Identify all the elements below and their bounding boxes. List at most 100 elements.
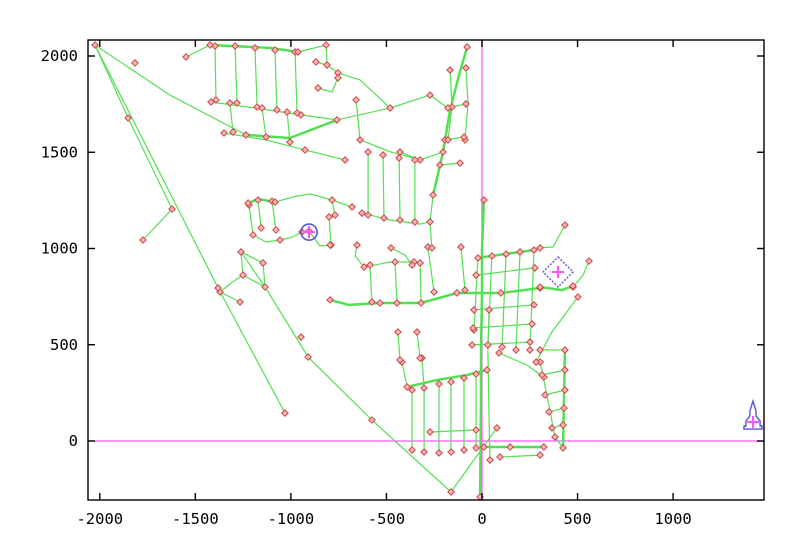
road-segment [240,251,266,288]
road-segment [359,139,421,161]
node-marker [426,91,434,99]
node-marker [236,298,244,306]
node-marker [253,103,261,111]
node-marker [212,95,220,104]
node-marker [333,116,341,124]
node-marker [273,105,281,114]
node-marker [420,448,429,456]
node-marker [408,261,416,269]
x-tick-label: -2000 [76,510,123,528]
node-marker [574,293,582,301]
road-segment [244,118,339,140]
node-marker [462,64,470,72]
node-marker [446,66,454,74]
road-segment [240,251,264,264]
node-marker [271,198,279,207]
node-marker [124,114,132,122]
node-marker [516,248,524,256]
node-marker [408,446,416,454]
node-marker [536,283,545,291]
y-tick-label: 1000 [41,240,78,258]
node-marker [261,283,270,291]
node-marker [364,211,373,219]
node-marker [366,261,374,269]
node-marker [368,298,376,306]
node-marker [502,250,510,258]
node-marker [561,221,569,229]
node-marker [486,456,494,464]
node-marker [328,196,336,204]
node-marker [297,333,305,341]
road-segment [257,199,262,229]
node-marker [353,241,361,249]
node-marker [472,426,480,434]
node-marker [251,44,259,52]
node-marker [551,433,559,441]
road-segment [254,47,258,108]
node-marker [283,108,291,116]
node-marker [258,104,266,112]
node-marker [360,263,368,271]
road-segment [419,262,422,304]
x-tick-label: -1500 [172,510,219,528]
cross-marker [746,415,759,428]
node-marker [413,328,421,336]
node-marker [495,349,503,357]
road-segment [248,204,254,236]
node-marker [483,366,491,374]
road-segment [416,331,421,359]
node-marker [403,382,411,391]
node-marker [561,346,569,354]
node-marker [559,444,567,452]
node-marker [293,109,301,117]
road-segment [337,72,391,109]
node-marker [435,449,443,457]
node-marker [358,209,366,217]
node-marker [386,104,394,112]
node-marker [226,99,234,107]
node-marker [231,42,240,50]
node-marker [531,264,539,272]
node-marker [326,295,334,304]
road-segment [234,45,238,104]
road-segment [261,107,267,138]
road-segment [541,369,566,376]
road-segment [297,44,327,53]
node-marker [331,211,339,219]
road-segment [515,251,521,351]
node-marker [391,258,399,266]
node-marker [393,299,401,307]
node-marker [469,324,477,332]
node-marker [380,214,388,222]
node-marker [530,246,538,254]
road-segment [499,454,541,458]
road-segment [252,234,281,243]
road-segment [478,198,486,499]
node-marker [453,289,461,297]
road-segment [279,231,303,241]
node-marker [341,156,349,164]
node-marker [239,271,247,279]
road-segment [429,94,449,109]
road-segment [429,221,433,249]
node-marker [368,416,376,424]
node-marker [448,103,456,111]
circle-marker [300,223,318,242]
node-marker [426,218,434,226]
node-marker [326,241,334,249]
node-marker [480,196,488,204]
node-marker [447,488,455,496]
node-marker [468,341,476,349]
node-marker [352,95,360,104]
cross-marker [552,265,565,278]
road-segment [382,154,385,219]
road-segment [361,212,431,225]
node-marker [229,128,237,136]
node-marker [462,100,470,108]
node-marker [416,354,424,362]
road-segment [274,193,353,208]
node-marker [220,129,228,137]
road-segment [429,194,434,223]
node-marker [536,451,545,459]
road-segment [572,260,590,288]
